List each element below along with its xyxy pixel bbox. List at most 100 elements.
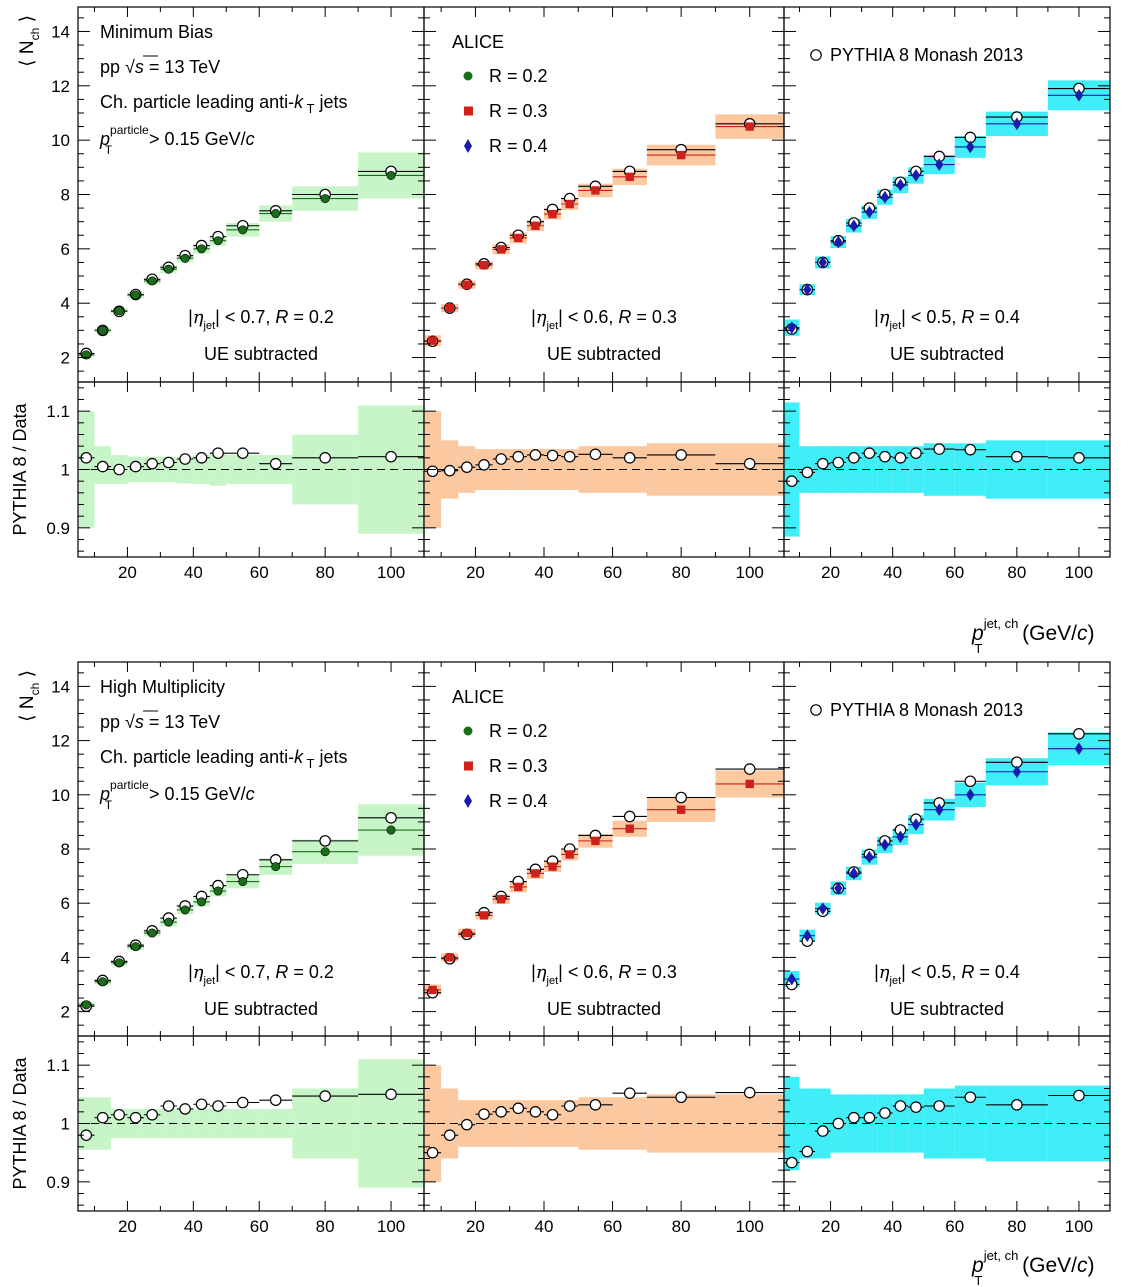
data-point <box>238 225 248 235</box>
y-tick-label: 1.1 <box>46 402 70 421</box>
ue-text: UE subtracted <box>204 999 318 1019</box>
y-tick-label: 0.9 <box>46 519 70 538</box>
x-tick-label: 40 <box>883 563 902 582</box>
data-point <box>865 850 874 864</box>
ratio-uncertainty-band <box>815 1088 831 1159</box>
data-point <box>462 928 472 938</box>
x-tick-label: 60 <box>945 563 964 582</box>
ue-label: UE subtracted <box>547 344 661 364</box>
panel-r03: 20 40 60 80 100 |ηjet| < 0.6, R = 0.3 UE subtr… <box>423 661 785 1236</box>
y-axis-title-ratio: PYTHIA 8 / Data <box>10 402 30 535</box>
data-point <box>320 194 330 204</box>
ratio-point <box>1011 1099 1023 1111</box>
x-axis-title: pjet, ch T (GeV/c) <box>971 1248 1095 1287</box>
jet-type-label: Ch. particle leading anti-k T jets <box>100 92 347 116</box>
radius-value: = 0.3 <box>631 962 677 982</box>
event-class-text: Minimum Bias <box>100 22 213 42</box>
pythia-point <box>675 791 687 804</box>
eta-sub: jet <box>203 975 216 987</box>
data-point <box>849 219 859 233</box>
data-point <box>676 805 686 814</box>
ratio-point <box>426 1146 439 1159</box>
ratio-point <box>179 453 191 465</box>
y-tick-label: 10 <box>51 786 70 805</box>
panel-r04: 20 40 60 80 100 |ηjet| < 0.5, R = 0.4 UE subtr… <box>783 661 1111 1236</box>
main-panel <box>784 80 1110 336</box>
pythia-point <box>964 775 977 788</box>
ratio-point <box>113 463 125 476</box>
data-point <box>114 958 124 968</box>
chart-block-minimum-bias: 20 40 60 80 100|ηjet| < 0.7, R = 0.2UE subtr… <box>10 6 1111 656</box>
legend-marker-r02 <box>463 726 473 736</box>
x-tick-label: 100 <box>736 563 764 582</box>
data-point <box>787 321 796 334</box>
ratio-point <box>546 449 559 462</box>
eta-r-label: |ηjet| < 0.7, R = 0.2 <box>188 962 334 987</box>
ratio-point <box>801 466 814 479</box>
x-tick-label: 20 <box>118 563 137 582</box>
info-text-block: High Multiplicity pp √s = 13 TeV Ch. parti… <box>99 677 347 812</box>
x-tick-label: 20 <box>118 1217 137 1236</box>
ratio-point <box>319 1090 331 1102</box>
eta-bar: | <box>874 962 879 982</box>
data-point <box>213 236 223 246</box>
data-point <box>213 886 223 896</box>
y-tick-label: 4 <box>61 294 70 313</box>
data-point <box>428 336 437 345</box>
eta-sub: jet <box>203 320 216 332</box>
data-point <box>197 897 207 907</box>
data-point <box>180 905 190 915</box>
ratio-point <box>113 1108 125 1121</box>
ptp-sup: particle <box>110 123 149 137</box>
y-tick-label: 10 <box>51 131 70 150</box>
ratio-point <box>129 460 142 473</box>
ratio-point <box>426 465 439 478</box>
pt-sup: jet, ch <box>983 616 1019 631</box>
ratio-panel <box>784 1076 1110 1171</box>
y-axis-title-ratio: PYTHIA 8 / Data <box>10 1056 30 1189</box>
data-point <box>935 803 944 817</box>
x-tick-label: 40 <box>535 563 554 582</box>
legend-label: R = 0.4 <box>489 136 548 156</box>
eta-cut: | < 0.5, <box>901 307 961 327</box>
radius-symbol: R <box>275 307 288 327</box>
ratio-point <box>478 1108 490 1120</box>
data-point <box>834 235 843 249</box>
nch-sub: ch <box>28 28 42 41</box>
ratio-point <box>512 1102 525 1115</box>
y-tick-label: 6 <box>61 894 70 913</box>
pythia-point <box>1073 728 1085 740</box>
x-tick-label: 100 <box>377 1217 405 1236</box>
eta-bar: | <box>188 962 193 982</box>
main-panel <box>424 114 784 348</box>
ratio-point <box>129 1111 142 1124</box>
x-tick-label: 100 <box>1065 1217 1093 1236</box>
y-tick-label: 0.9 <box>46 1173 70 1192</box>
y-tick-label: 2 <box>61 1003 70 1022</box>
ratio-point <box>1011 450 1023 463</box>
data-point <box>591 836 600 846</box>
data-point <box>966 140 975 154</box>
jets-prefix: Ch. particle leading anti- <box>100 92 294 112</box>
panel-r03: 20 40 60 80 100 |ηjet| < 0.6, R = 0.3 UE subtr… <box>423 6 785 582</box>
data-point <box>147 928 157 938</box>
unit-c: c <box>1077 622 1088 645</box>
x-tick-label: 100 <box>736 1217 764 1236</box>
ratio-panel <box>78 1059 424 1188</box>
ratio-point <box>529 449 542 461</box>
data-point <box>565 850 574 859</box>
eta-cut: | < 0.7, <box>215 962 275 982</box>
data-point <box>445 303 454 313</box>
ratio-panel <box>424 1065 784 1182</box>
data-point <box>591 186 600 195</box>
k-symbol: k <box>294 92 304 112</box>
ratio-uncertainty-band <box>94 1097 111 1150</box>
panel-r02: 20 40 60 80 100 |ηjet| < 0.7, R = 0.2 UE subtr… <box>77 661 425 1236</box>
x-tick-label: 80 <box>316 1217 335 1236</box>
main-panel <box>424 763 784 999</box>
ratio-point <box>443 1129 456 1141</box>
alice-label: ALICE <box>452 687 504 707</box>
ratio-uncertainty-band <box>160 1108 177 1139</box>
data-point <box>98 977 108 987</box>
